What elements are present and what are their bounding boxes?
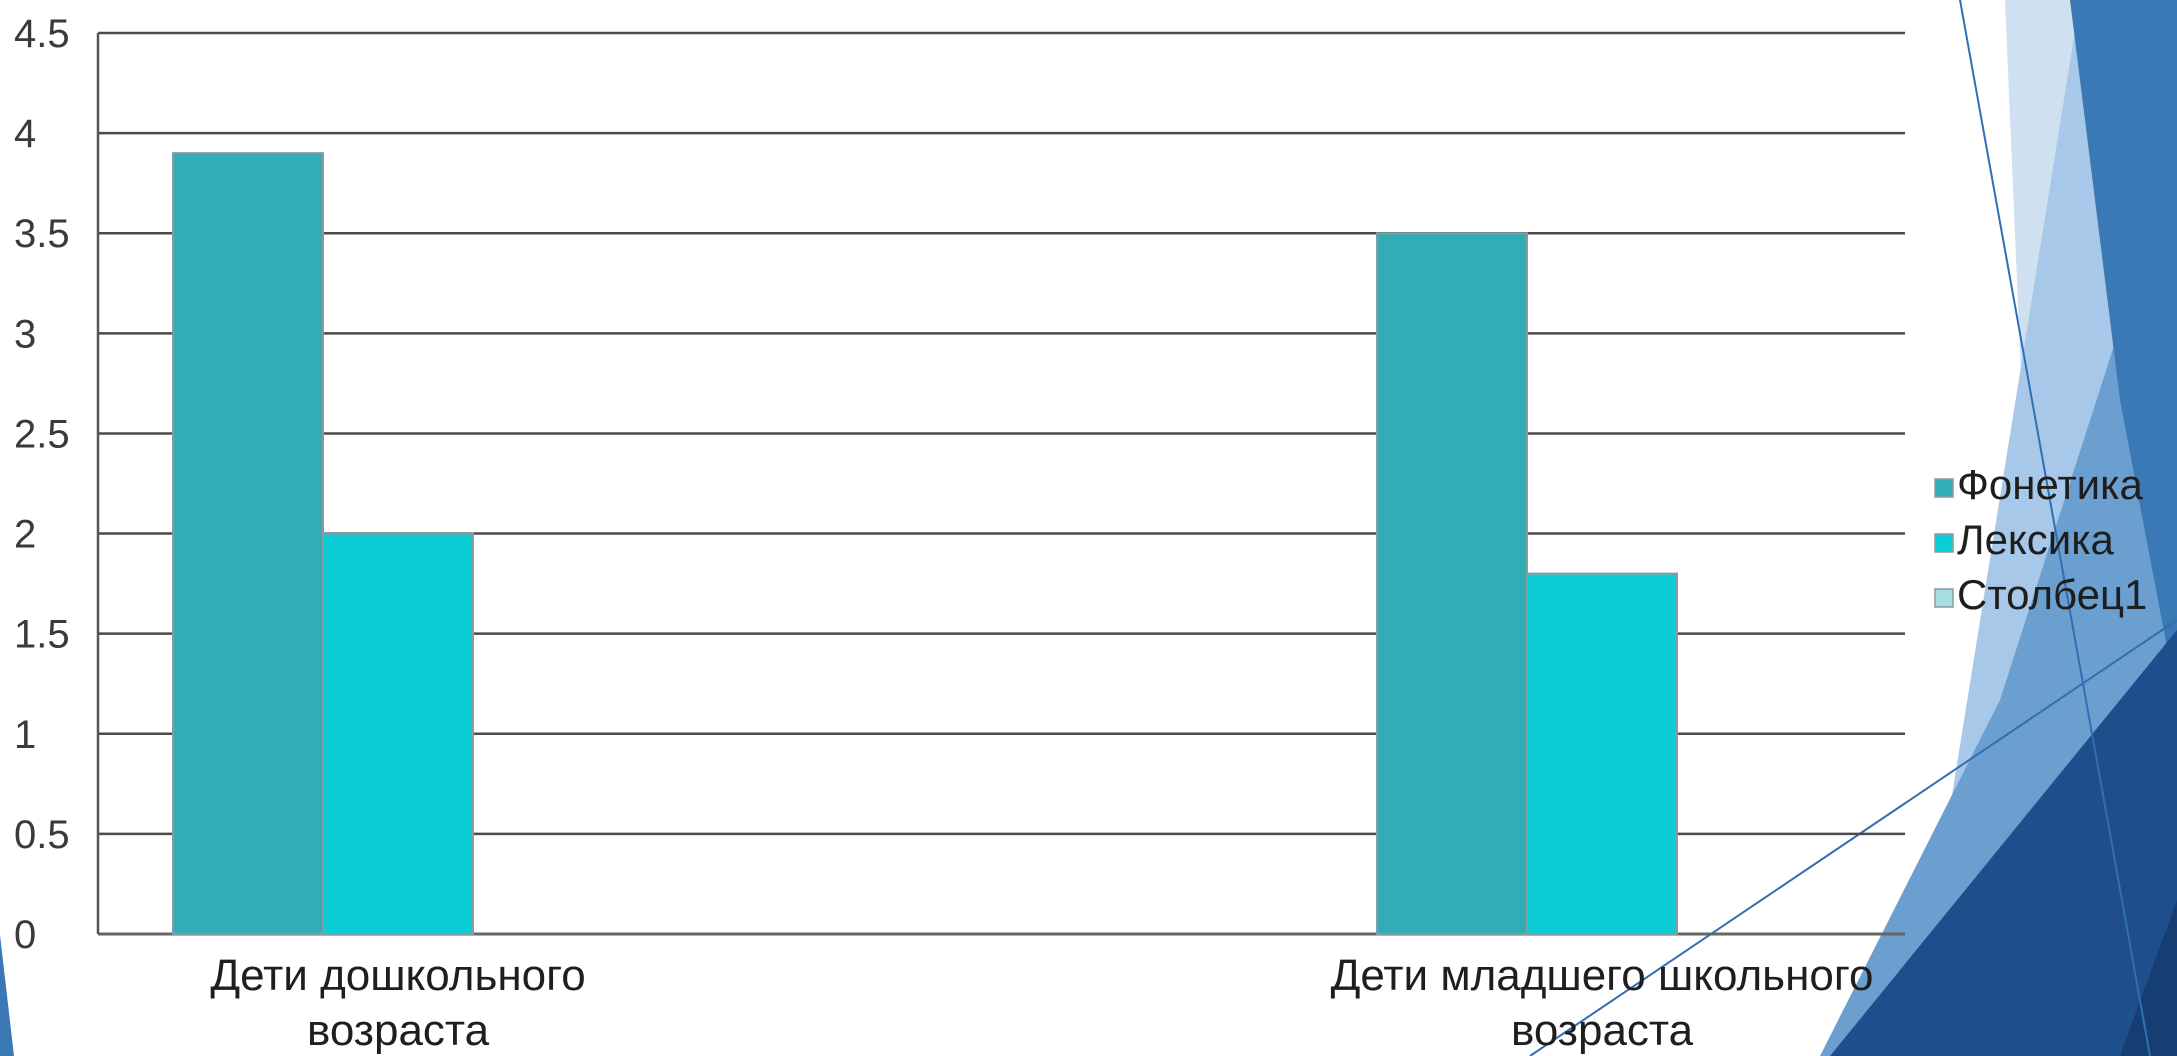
x-tick-label: Дети младшего школьного (1331, 951, 1874, 1000)
y-tick-label: 0 (14, 913, 36, 957)
legend-label: Фонетика (1957, 461, 2143, 508)
facet-left (0, 935, 14, 1056)
bar (322, 532, 474, 935)
legend-swatch (1934, 588, 1954, 608)
facet-dark (1830, 630, 2177, 1056)
y-tick-label: 2.5 (14, 412, 70, 456)
y-tick-label: 3.5 (14, 212, 70, 256)
bars (172, 152, 1678, 935)
facet-corner (2120, 900, 2177, 1056)
x-tick-label: Дети дошкольного (210, 951, 585, 1000)
bar (172, 152, 324, 935)
y-axis: 0 0.5 1 1.5 2 2.5 3 3.5 4 4.5 (14, 12, 100, 957)
legend-label: Столбец1 (1957, 571, 2147, 618)
y-tick-label: 1.5 (14, 613, 70, 657)
x-axis: Дети дошкольного возраста Дети младшего шк… (210, 951, 1873, 1055)
decor-line (1529, 619, 2177, 1056)
bar (1376, 232, 1528, 935)
facet-upper (2070, 0, 2177, 700)
x-tick-label: возраста (307, 1006, 490, 1055)
y-tick-label: 0.5 (14, 813, 70, 857)
y-tick-label: 4 (14, 112, 36, 156)
legend-label: Лексика (1957, 516, 2115, 563)
legend: Фонетика Лексика Столбец1 (1934, 461, 2147, 618)
y-tick-label: 3 (14, 312, 36, 356)
y-tick-label: 2 (14, 513, 36, 557)
y-tick-label: 1 (14, 713, 36, 757)
legend-swatch (1934, 533, 1954, 553)
x-tick-label: возраста (1511, 1006, 1694, 1055)
decor-line (1959, 0, 2151, 1056)
bar (1526, 572, 1678, 935)
y-tick-label: 4.5 (14, 12, 70, 56)
legend-swatch (1934, 478, 1954, 498)
